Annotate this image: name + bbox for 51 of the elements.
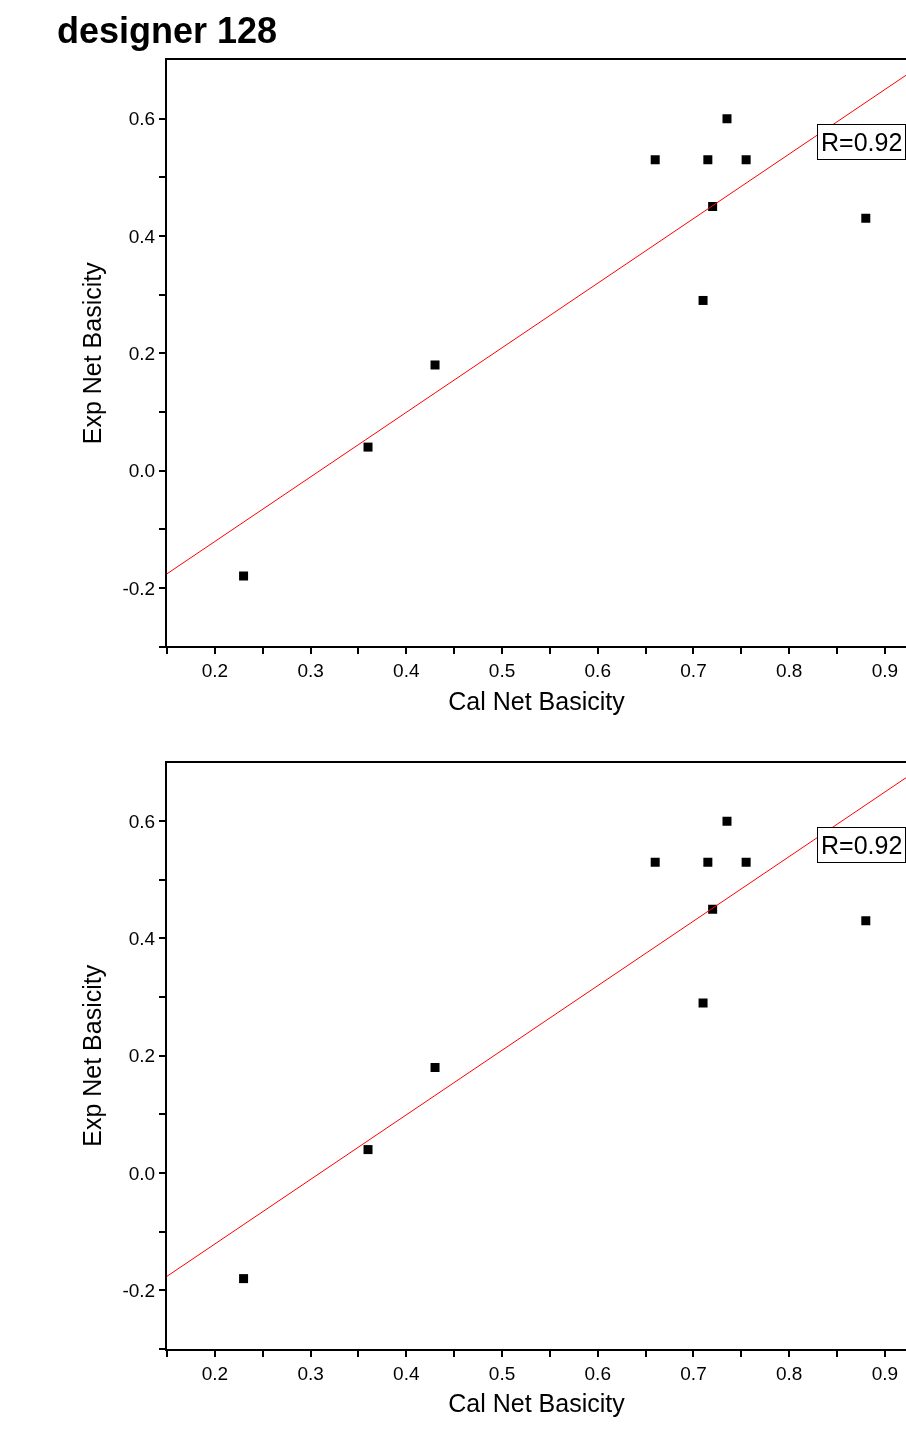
- x-tick-label: 0.5: [488, 660, 516, 682]
- y-tick-label: 0.4: [128, 225, 156, 247]
- x-tick-label: 0.7: [680, 1362, 707, 1384]
- point: [703, 857, 713, 867]
- annotation: R=0.92: [821, 831, 903, 859]
- y-tick-label: 0.2: [128, 1045, 156, 1067]
- x-tick-label: 0.6: [584, 660, 611, 682]
- y-tick-label: 0.0: [128, 1162, 156, 1184]
- point: [861, 213, 871, 223]
- point: [698, 998, 708, 1008]
- point: [722, 816, 732, 826]
- x-tick-label: 0.3: [297, 1362, 324, 1384]
- point: [861, 916, 871, 926]
- point: [722, 114, 732, 124]
- point: [698, 295, 708, 305]
- x-tick-label: 0.4: [393, 660, 420, 682]
- chart-title: designer 128: [57, 10, 278, 51]
- x-tick-label: 0.8: [776, 660, 803, 682]
- x-tick-label: 0.2: [201, 1362, 229, 1384]
- y-tick-label: -0.2: [122, 1280, 156, 1302]
- x-axis-title: Cal Net Basicity: [448, 1389, 626, 1418]
- point: [239, 1274, 249, 1284]
- x-tick-label: 0.9: [871, 660, 899, 682]
- x-tick-label: 0.2: [201, 660, 229, 682]
- y-tick-label: 0.4: [128, 928, 156, 950]
- x-tick-label: 0.4: [393, 1362, 420, 1384]
- y-tick-label: 0.6: [128, 810, 156, 832]
- y-axis-title: Exp Net Basicity: [77, 261, 106, 445]
- y-tick-label: 0.6: [128, 108, 156, 130]
- x-tick-label: 0.8: [776, 1362, 803, 1384]
- point: [650, 857, 660, 867]
- x-tick-label: 0.6: [584, 1362, 611, 1384]
- annotation: R=0.92: [821, 128, 903, 156]
- y-tick-label: 0.0: [128, 460, 156, 482]
- x-tick-label: 0.9: [871, 1362, 899, 1384]
- point: [363, 442, 373, 452]
- point: [650, 155, 660, 165]
- y-axis-title: Exp Net Basicity: [77, 964, 106, 1147]
- x-tick-label: 0.3: [297, 660, 324, 682]
- y-tick-label: -0.2: [122, 577, 156, 599]
- point: [430, 1062, 440, 1072]
- point: [363, 1145, 373, 1155]
- point: [703, 155, 713, 165]
- point: [741, 857, 751, 867]
- x-axis-title: Cal Net Basicity: [448, 686, 626, 715]
- point: [239, 571, 249, 581]
- x-tick-label: 0.5: [488, 1362, 516, 1384]
- x-tick-label: 0.7: [680, 660, 707, 682]
- point: [741, 155, 751, 165]
- point: [430, 360, 440, 370]
- y-tick-label: 0.2: [128, 342, 156, 364]
